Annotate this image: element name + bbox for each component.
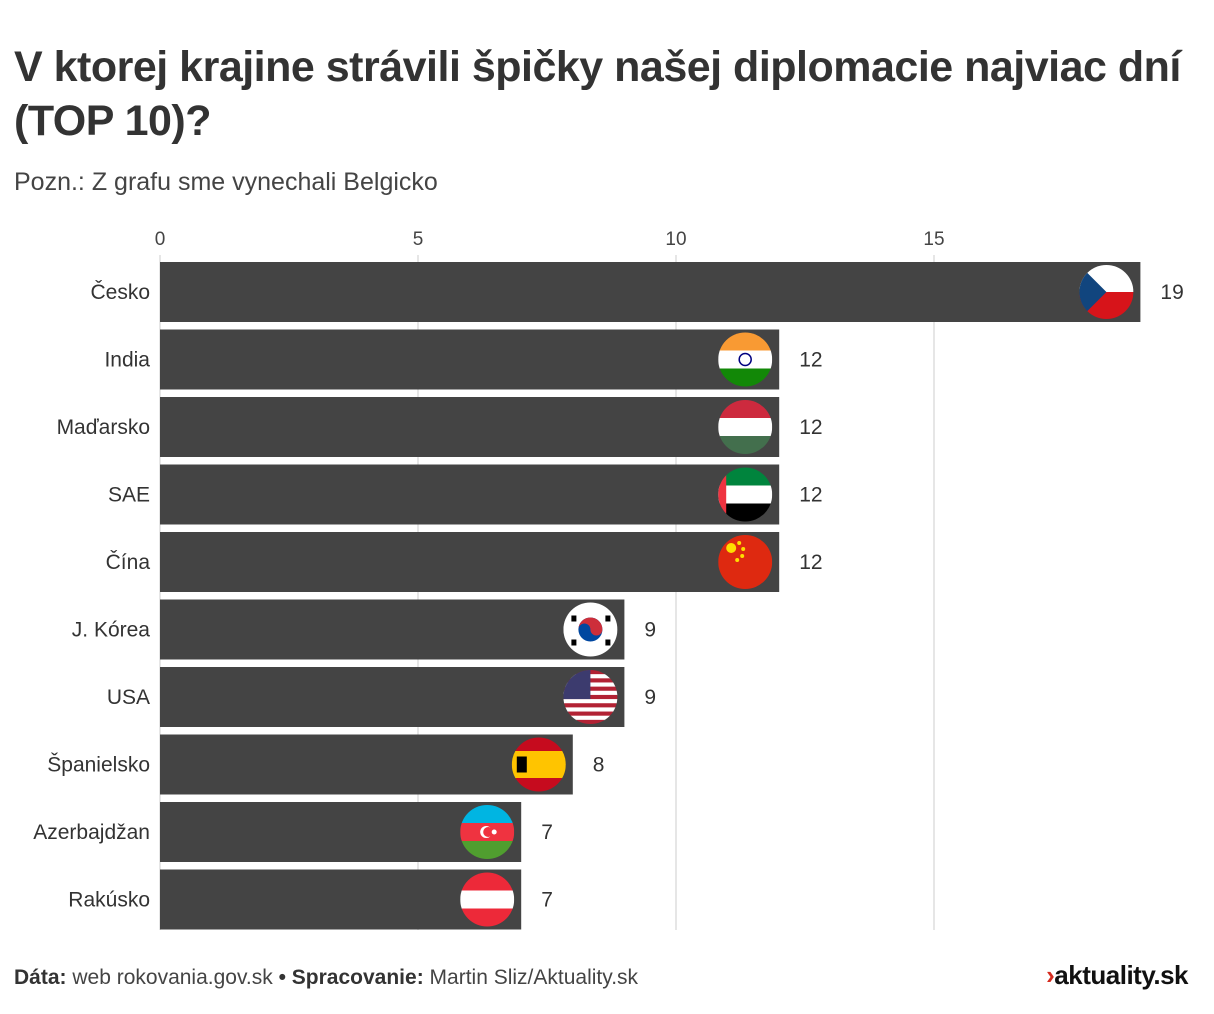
chart-title: V ktorej krajine strávili špičky našej d… (14, 43, 1181, 145)
bar[interactable] (160, 329, 780, 390)
bar[interactable] (160, 532, 780, 592)
value-label: 7 (541, 889, 553, 912)
category-label: Španielsko (47, 754, 150, 777)
category-label: SAE (108, 484, 150, 507)
bar[interactable] (160, 397, 780, 457)
bar[interactable] (160, 734, 573, 795)
source-label: Dáta: (14, 966, 67, 989)
bar[interactable] (160, 599, 625, 660)
chart-subtitle: Pozn.: Z grafu sme vynechali Belgicko (14, 168, 438, 196)
flag-us-icon (563, 670, 618, 724)
aktuality-logo[interactable]: ›aktuality.sk (1046, 960, 1188, 991)
flag-in-icon (718, 332, 773, 387)
processing-label: Spracovanie: (291, 966, 424, 989)
value-label: 19 (1160, 281, 1183, 304)
value-label: 7 (541, 821, 553, 844)
value-label: 8 (593, 754, 605, 777)
category-label: Maďarsko (57, 416, 150, 439)
value-label: 9 (644, 686, 656, 709)
bar[interactable] (160, 464, 780, 525)
category-label: Azerbajdžan (33, 821, 150, 844)
value-label: 12 (799, 416, 822, 439)
x-tick-label: 5 (413, 229, 424, 250)
bar[interactable] (160, 667, 625, 727)
flag-hu-icon (718, 400, 773, 454)
bar-chart: 0 5 10 15 Česko 19 India 12 Maďarsko 12 SAE 12 Čína 1… (33, 229, 1184, 930)
processing: Martin Sliz/Aktuality.sk (429, 966, 639, 989)
flag-kr-icon (563, 602, 618, 657)
footer-credits: Dáta: web rokovania.gov.sk • Spracovanie… (14, 966, 638, 990)
category-label: Čína (106, 551, 151, 574)
bar[interactable] (160, 262, 1141, 322)
category-label: Česko (90, 281, 150, 304)
flag-cn-icon (718, 535, 773, 589)
flag-cz-icon (1079, 265, 1134, 319)
value-label: 12 (799, 349, 822, 372)
x-tick-label: 15 (923, 229, 944, 250)
source: web rokovania.gov.sk (72, 966, 273, 989)
category-label: Rakúsko (68, 889, 150, 912)
value-label: 12 (799, 484, 822, 507)
flag-ae-icon (718, 467, 773, 522)
category-label: J. Kórea (72, 619, 151, 642)
separator: • (278, 966, 286, 989)
category-label: India (104, 349, 150, 372)
category-label: USA (107, 686, 150, 709)
x-tick-label: 10 (665, 229, 686, 250)
value-label: 9 (644, 619, 656, 642)
x-tick-label: 0 (155, 229, 166, 250)
flag-at-icon (460, 872, 515, 927)
flag-az-icon (460, 805, 515, 859)
logo-arrow: › (1046, 960, 1055, 990)
value-label: 12 (799, 551, 822, 574)
logo-text: aktuality.sk (1054, 960, 1188, 990)
